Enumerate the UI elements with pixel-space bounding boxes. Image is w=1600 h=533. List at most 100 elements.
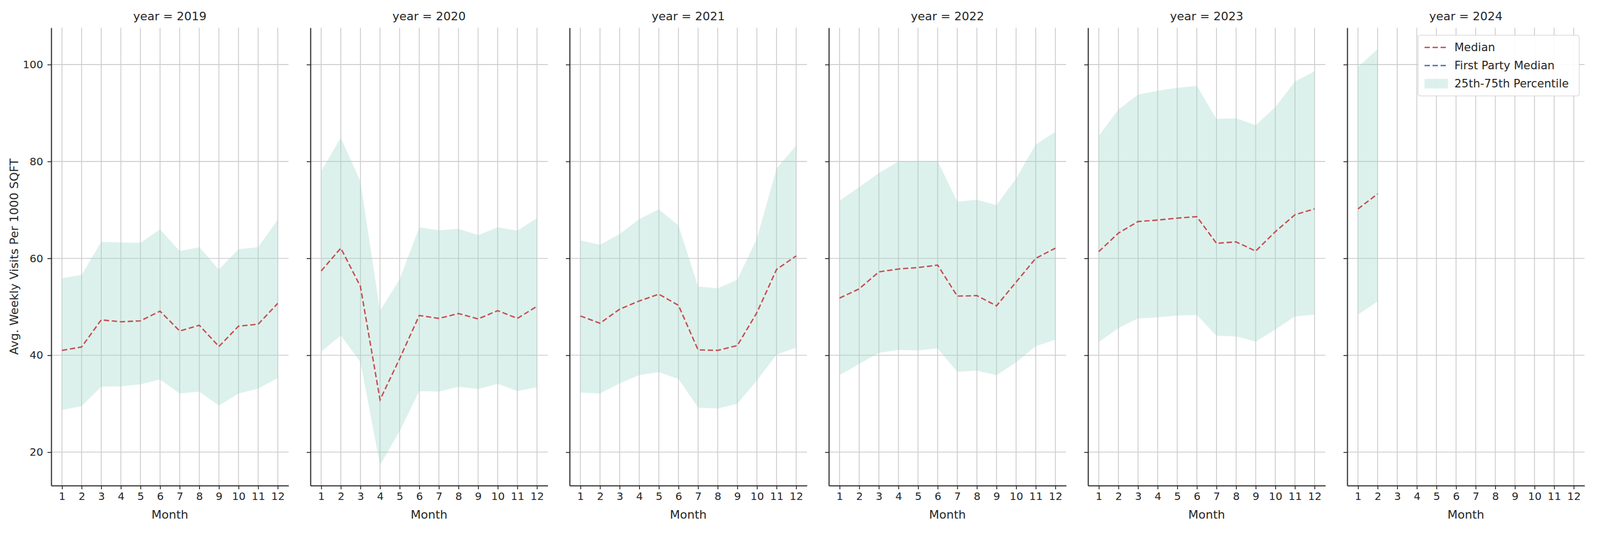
x-tick-mark	[100, 485, 102, 490]
figure: 12345678910111220406080100year = 2019Mon…	[0, 0, 1600, 533]
y-tick	[1084, 355, 1088, 356]
plot-area	[321, 137, 538, 466]
x-tick-label: 7	[1213, 490, 1221, 503]
x-tick-mark	[859, 485, 861, 490]
median-line	[61, 303, 278, 351]
grid-line-x	[717, 27, 719, 486]
y-tick-mark	[1343, 452, 1348, 454]
grid-line-x	[1475, 27, 1477, 486]
x-tick-mark	[1054, 485, 1056, 490]
plot-area	[1098, 71, 1315, 343]
y-tick-mark	[1343, 258, 1348, 260]
x-tick: 7	[954, 485, 962, 503]
x-tick: 1	[1095, 485, 1103, 503]
x-tick-mark	[1357, 485, 1359, 490]
x-tick: 8	[1233, 485, 1240, 503]
x-tick: 4	[895, 485, 903, 503]
x-axis: 123456789101112	[51, 485, 290, 503]
y-axis-line	[310, 28, 312, 487]
x-tick: 3	[98, 485, 106, 503]
x-tick-mark	[1137, 485, 1139, 490]
x-tick-label: 11	[510, 490, 525, 503]
x-axis-line	[570, 485, 808, 487]
x-tick: 11	[510, 485, 525, 503]
median-line	[839, 248, 1056, 307]
x-tick-mark	[1294, 485, 1296, 490]
x-tick-label: 10	[1009, 490, 1023, 503]
x-tick: 6	[416, 485, 423, 503]
y-tick-mark	[565, 161, 570, 163]
y-axis	[1084, 28, 1089, 487]
x-tick-mark	[61, 485, 63, 490]
x-tick-label: 9	[734, 490, 742, 503]
y-tick: 60	[29, 252, 52, 266]
x-tick-label: 5	[1173, 490, 1181, 503]
y-tick	[825, 258, 829, 260]
grid	[51, 27, 289, 486]
y-tick	[825, 452, 829, 453]
panel: 123456789101112year = 2021Month	[565, 9, 808, 522]
x-tick-mark	[497, 485, 499, 490]
x-tick-label: 10	[1528, 490, 1542, 503]
grid	[828, 27, 1067, 486]
x-tick: 8	[1492, 485, 1500, 503]
x-tick-mark	[1255, 485, 1257, 490]
x-tick-mark	[678, 485, 680, 490]
y-tick-mark	[47, 161, 52, 163]
x-tick: 12	[1049, 485, 1063, 503]
x-tick-mark	[600, 485, 602, 490]
grid-line-x	[1553, 27, 1555, 486]
y-axis-line	[569, 28, 571, 487]
y-tick-mark	[306, 64, 311, 66]
y-axis: 20406080100	[22, 28, 52, 487]
x-tick-mark	[81, 485, 83, 490]
panel-title: year = 2019	[133, 9, 207, 23]
x-tick: 7	[176, 485, 184, 503]
x-tick-label: 1	[1354, 490, 1362, 503]
x-tick-mark	[658, 485, 660, 490]
y-tick	[1343, 452, 1348, 453]
x-tick-mark	[536, 485, 538, 490]
x-tick-mark	[1573, 485, 1575, 490]
y-tick	[825, 64, 829, 66]
x-tick-mark	[1377, 485, 1379, 490]
x-tick-mark	[1534, 485, 1536, 490]
grid-line-y	[1347, 258, 1585, 260]
median-line	[1098, 209, 1315, 252]
x-tick: 1	[58, 485, 66, 503]
x-tick-label: 7	[694, 490, 702, 503]
x-tick-mark	[898, 485, 900, 490]
y-tick-mark	[565, 355, 570, 357]
grid-line-y	[569, 161, 807, 163]
x-tick-label: 4	[895, 490, 903, 503]
y-tick	[306, 161, 311, 163]
plot-area	[580, 145, 797, 410]
x-tick: 8	[973, 485, 981, 503]
x-axis-title: Month	[929, 508, 966, 522]
x-tick-label: 11	[1029, 490, 1043, 503]
x-tick-mark	[1177, 485, 1179, 490]
y-tick: 100	[22, 58, 52, 71]
x-tick-label: 8	[714, 490, 722, 503]
grid-line-x	[1573, 27, 1575, 486]
grid-line-y	[1088, 355, 1326, 357]
x-tick: 7	[1213, 485, 1221, 503]
grid-line-x	[697, 27, 699, 486]
x-tick-mark	[976, 485, 978, 490]
x-tick-label: 6	[675, 490, 683, 503]
x-axis-title: Month	[1188, 508, 1226, 522]
x-tick-mark	[160, 485, 162, 490]
grid-line-x	[1514, 27, 1516, 486]
y-tick-label: 60	[29, 252, 44, 266]
y-tick-mark	[47, 355, 52, 357]
y-tick: 40	[29, 348, 52, 362]
legend-swatch	[1424, 78, 1448, 89]
x-tick-label: 10	[1268, 490, 1283, 503]
x-tick: 12	[271, 485, 285, 503]
plot-area	[61, 219, 278, 411]
x-tick: 6	[934, 485, 942, 503]
percentile-band	[1357, 49, 1378, 315]
y-tick-label: 20	[29, 445, 44, 459]
x-tick-label: 3	[98, 490, 106, 503]
y-tick	[1084, 258, 1088, 260]
